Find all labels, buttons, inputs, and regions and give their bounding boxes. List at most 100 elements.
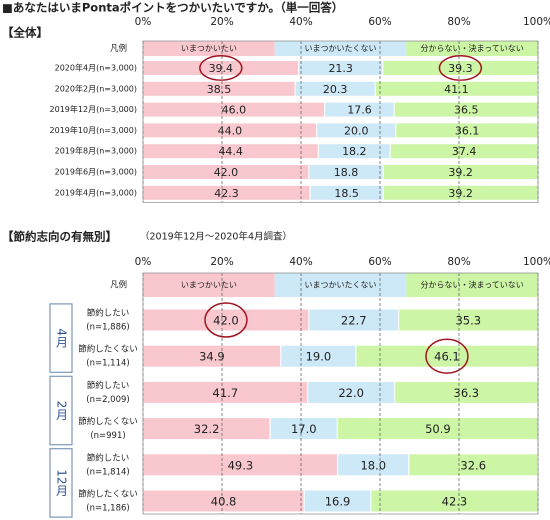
category-label: 2019年8月(n=3,000) (55, 146, 137, 156)
x-tick-label: 60% (368, 16, 391, 28)
value-label: 22.7 (341, 314, 367, 328)
legend-swatch (143, 41, 275, 56)
chart-title: ■あなたはいまPontaポイントをつかいたいですか。（単一回答） (2, 1, 343, 15)
value-label: 42.0 (213, 314, 239, 328)
category-label: 節約したくない (78, 489, 138, 500)
category-label: 節約したくない (78, 416, 138, 427)
legend-swatch (274, 273, 407, 297)
value-label: 39.2 (448, 166, 473, 179)
category-label: 2020年2月(n=3,000) (55, 83, 137, 93)
category-sample-size: (n=991) (90, 431, 125, 441)
highlight-circle (438, 55, 483, 81)
category-label: 2019年6月(n=3,000) (55, 167, 137, 177)
value-label: 22.0 (338, 386, 364, 400)
value-label: 34.9 (199, 350, 225, 364)
value-label: 36.1 (455, 124, 480, 137)
legend-label: いまつかいたくない (305, 281, 377, 290)
category-label: 節約したい (87, 308, 130, 319)
group-box (49, 303, 73, 373)
category-sample-size: (n=1,186) (86, 504, 129, 514)
legend-title: 凡例 (110, 280, 127, 291)
x-tick-label: 20% (210, 16, 233, 28)
x-tick-label: 100% (523, 256, 550, 268)
chart-subtitle: （2019年12月～2020年4月調査） (140, 231, 292, 243)
group-label: 4月 (55, 328, 69, 348)
plot-frame (142, 40, 539, 203)
legend-swatch (274, 41, 407, 56)
group-box (49, 375, 73, 446)
value-label: 42.0 (214, 166, 239, 179)
category-sample-size: (n=2,009) (86, 395, 129, 405)
value-label: 40.8 (211, 495, 237, 509)
value-label: 38.5 (207, 83, 232, 96)
value-label: 39.4 (209, 62, 234, 75)
value-label: 16.9 (325, 495, 351, 509)
bar-segment (408, 453, 539, 477)
category-label: 節約したくない (78, 344, 138, 355)
value-label: 42.3 (442, 495, 468, 509)
group-label: 12月 (55, 469, 69, 497)
group-label: 2月 (55, 401, 69, 421)
x-tick-label: 20% (210, 256, 233, 268)
legend-title: 凡例 (110, 43, 127, 54)
bar-segment (393, 101, 539, 118)
value-label: 42.3 (214, 187, 239, 200)
legend-label: いまつかいたい (181, 44, 237, 53)
category-label: 2019年12月(n=3,000) (50, 104, 137, 114)
legend-swatch (406, 273, 538, 297)
x-tick-label: 0% (135, 16, 152, 28)
value-label: 49.3 (228, 458, 254, 472)
value-label: 37.4 (452, 145, 477, 158)
x-tick-label: 80% (447, 16, 470, 28)
category-label: 節約したい (87, 452, 130, 463)
group-box (49, 448, 73, 518)
value-label: 36.5 (454, 104, 479, 117)
value-label: 18.8 (334, 166, 359, 179)
category-label: 2019年4月(n=3,000) (55, 187, 137, 197)
bar-segment (395, 122, 539, 139)
chart-title: 【節約志向の有無別】 (2, 230, 117, 244)
value-label: 46.0 (222, 104, 247, 117)
highlight-circle (199, 55, 243, 81)
category-sample-size: (n=1,814) (86, 467, 129, 477)
value-label: 39.3 (448, 62, 473, 75)
category-sample-size: (n=1,114) (86, 359, 129, 369)
value-label: 50.9 (425, 422, 451, 436)
value-label: 17.6 (347, 104, 372, 117)
value-label: 41.7 (213, 386, 239, 400)
bar-segment (374, 80, 539, 97)
value-label: 21.3 (328, 62, 353, 75)
chart-subtitle: 【全体】 (2, 26, 48, 40)
value-label: 46.1 (434, 350, 460, 364)
category-label: 節約したい (87, 380, 130, 391)
category-label: 2019年10月(n=3,000) (50, 125, 137, 135)
value-label: 32.2 (194, 422, 220, 436)
value-label: 41.1 (444, 83, 469, 96)
category-sample-size: (n=1,886) (86, 323, 129, 333)
value-label: 36.3 (454, 386, 480, 400)
legend-swatch (406, 41, 538, 56)
value-label: 32.6 (460, 458, 486, 472)
value-label: 18.5 (334, 187, 359, 200)
bar-segment (336, 417, 539, 441)
x-tick-label: 40% (289, 256, 312, 268)
value-label: 44.0 (218, 124, 243, 137)
legend-swatch (143, 273, 275, 297)
highlight-circle (425, 338, 469, 374)
value-label: 20.3 (323, 83, 348, 96)
highlight-circle (204, 302, 248, 338)
value-label: 18.0 (360, 458, 386, 472)
legend-label: 分からない・決まっていない (421, 43, 524, 53)
value-label: 17.0 (291, 422, 317, 436)
x-tick-label: 60% (368, 256, 391, 268)
category-label: 2020年4月(n=3,000) (55, 63, 137, 73)
value-label: 19.0 (306, 350, 332, 364)
plot-frame (142, 272, 539, 515)
x-tick-label: 100% (523, 16, 550, 28)
legend-label: いまつかいたい (181, 281, 237, 290)
value-label: 20.0 (344, 124, 369, 137)
value-label: 35.3 (455, 314, 481, 328)
value-label: 18.2 (342, 145, 367, 158)
